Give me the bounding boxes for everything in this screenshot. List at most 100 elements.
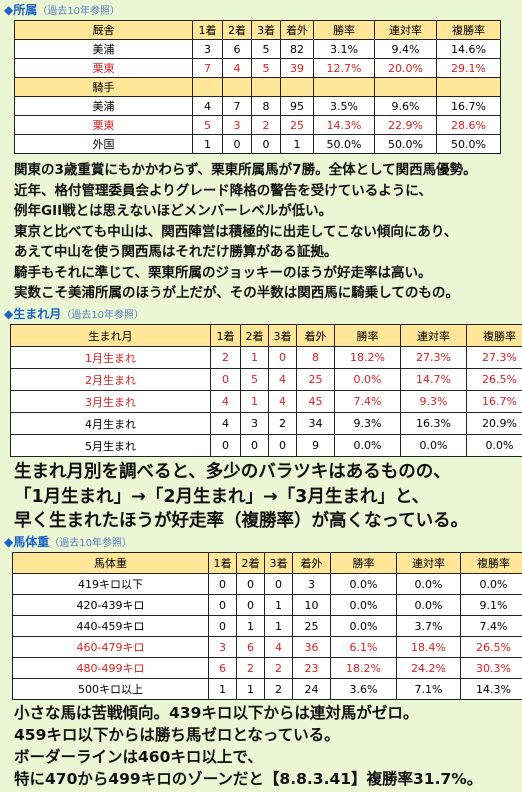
paragraph-line: 近年、格付管理委員会よりグレード降格の警告を受けているように、 [14,182,432,199]
header-cell [192,77,223,97]
cell: 9 [296,434,335,457]
header-cell: 厩舎 [14,20,193,40]
cell: 4 [222,58,252,78]
paragraph-line: 例年GII戦とは思えないほどメンバーレベルが低い。 [14,203,333,219]
cell: 9.1% [460,594,522,616]
cell: 95 [280,96,314,116]
cell: 1 [264,615,293,637]
header-cell: 3着 [268,324,297,347]
heading-note: （過去10年参照） [49,538,132,549]
cell: 4 [268,368,297,391]
cell: 45 [296,390,335,413]
cell: 1 [236,615,265,637]
cell: 14.3% [313,115,375,135]
cell: 6 [236,636,265,658]
cell: 0.0% [330,594,397,616]
cell: 3 [208,636,237,658]
cell: 美浦 [14,96,193,116]
data-row: 美浦 4 7 8 95 3.5% 9.6% 16.7% [14,96,501,116]
header-cell: 連対率 [374,20,437,40]
header-cell: 馬体重 [12,552,209,574]
data-row: 外国 1 0 0 1 50.0% 50.0% 50.0% [14,134,501,154]
cell: 18.2% [334,346,401,369]
heading-text: ◆所属 [4,3,38,17]
paragraph-line: 関東の3歳重賞にもかかわらず、栗東所属馬が7勝。全体として関西馬優勢。 [14,162,477,178]
cell: 5 [192,115,223,135]
paragraph-line: 東京と比べても中山は、関西陣営は積極的に出走してこない傾向にあり、 [14,223,458,240]
cell: 16.7% [466,390,522,413]
cell: 0 [210,434,241,457]
cell: 0 [268,346,297,369]
cell: 5 [240,368,269,391]
paragraph-line: 小さな馬は苦戦傾向。439キロ以下からは連対馬がゼロ。 [14,704,419,722]
data-row: 美浦 3 6 5 82 3.1% 9.4% 14.6% [14,39,501,59]
header-cell: 3着 [251,20,281,40]
header-cell: 着外 [296,324,335,347]
cell: 24.2% [396,657,461,679]
cell: 420-439キロ [12,594,209,616]
cell: 6 [208,657,237,679]
cell: 0 [236,573,265,595]
heading-note: （過去10年参照） [37,6,120,17]
header-cell: 複勝率 [460,552,522,574]
data-row: 3月生まれ 4 1 4 45 7.4% 9.3% 16.7% [10,390,522,413]
cell: 26.5% [460,636,522,658]
paragraph-line: 特に470から499キロのゾーンだと【8.8.3.41】複勝率31.7%。 [14,770,483,788]
header-cell: 2着 [240,324,269,347]
data-row: 栗東 5 3 2 25 14.3% 22.9% 28.6% [14,115,501,135]
cell: 16.3% [400,412,467,435]
header-cell: 複勝率 [436,20,501,40]
cell: 7 [222,96,252,116]
data-row: 2月生まれ 0 5 4 25 0.0% 14.7% 26.5% [10,368,522,391]
cell: 1 [240,390,269,413]
cell: 50.0% [313,134,375,154]
header-cell: 1着 [208,552,237,574]
header-cell [280,77,314,97]
cell: 1 [192,134,223,154]
header-row: 騎手 [14,77,501,97]
cell: 419キロ以下 [12,573,209,595]
header-row: 生まれ月 1着 2着 3着 着外 勝率 連対率 複勝率 [10,324,522,347]
cell: 50.0% [374,134,437,154]
data-table: 厩舎 1着 2着 3着 着外 勝率 連対率 複勝率 美浦 3 6 5 82 3.1% 9.4% 14.6% 栗東… [14,20,501,154]
cell: 2 [210,346,241,369]
data-row: 420-439キロ 0 0 1 10 0.0% 0.0% 9.1% [12,594,522,616]
cell: 8 [296,346,335,369]
header-cell: 1着 [210,324,241,347]
table-body: 生まれ月 1着 2着 3着 着外 勝率 連対率 複勝率 1月生まれ 2 1 0 8 18.2% 27.3% 2… [10,324,522,457]
section-heading: ◆生まれ月（過去10年参照） [0,306,522,322]
cell: 5 [251,58,281,78]
cell: 28.6% [436,115,501,135]
data-row: 5月生まれ 0 0 0 9 0.0% 0.0% 0.0% [10,434,522,457]
header-cell: 2着 [222,20,252,40]
cell: 36 [292,636,331,658]
cell: 29.1% [436,58,501,78]
cell: 12.7% [313,58,375,78]
cell: 20.9% [466,412,522,435]
cell: 34 [296,412,335,435]
cell: 9.3% [334,412,401,435]
paragraph-line: 実数こそ美浦所属のほうが上だが、その半数は関西馬に騎乗してのもの。 [14,285,459,301]
cell: 480-499キロ [12,657,209,679]
cell: 3.1% [313,39,375,59]
cell: 4月生まれ [10,412,211,435]
header-cell [251,77,281,97]
cell: 0 [222,134,252,154]
cell: 50.0% [436,134,501,154]
cell: 2 [264,678,293,700]
cell: 5 [251,39,281,59]
cell: 0 [210,368,241,391]
cell: 4 [210,390,241,413]
section: ◆生まれ月（過去10年参照） 生まれ月 1着 2着 3着 着外 勝率 連対率 複勝率 1月生まれ 2… [0,306,522,457]
header-row: 馬体重 1着 2着 3着 着外 勝率 連対率 複勝率 [12,552,522,574]
cell: 14.7% [400,368,467,391]
data-table: 馬体重 1着 2着 3着 着外 勝率 連対率 複勝率 419キロ以下 0 0 0 3 0.0% 0.0% 0.… [12,552,522,700]
cell: 外国 [14,134,193,154]
cell: 0 [208,573,237,595]
cell: 2月生まれ [10,368,211,391]
cell: 460-479キロ [12,636,209,658]
header-cell [313,77,375,97]
paragraph-line: 生まれ月別を調べると、多少のバラツキはあるものの、 [14,462,451,482]
cell: 0.0% [396,594,461,616]
